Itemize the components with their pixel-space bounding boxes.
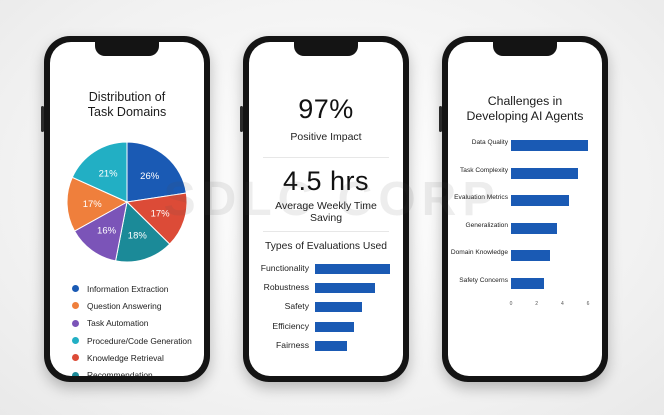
phone-notch [95, 42, 159, 56]
x-tick-label: 6 [586, 301, 590, 307]
bar-label: Functionality [260, 263, 309, 273]
bar-label: Evaluation Metrics [454, 194, 508, 201]
bar [315, 340, 347, 351]
pie-slice-5 [71, 141, 128, 203]
challenges-bar-chart: Data Quality Task Complexity Evaluation Me… [448, 42, 602, 376]
legend-color-dot [72, 319, 79, 327]
pie-slice-1 [125, 192, 188, 245]
phone-notch [294, 42, 358, 56]
bar-label: Efficiency [272, 320, 309, 331]
bar-label: Task Complexity [459, 166, 508, 174]
bar [315, 283, 375, 294]
legend-color-dot [72, 371, 79, 376]
challenges-chart-title: Challenges in Developing AI Agents [448, 94, 602, 124]
bar-label: Robustness [263, 282, 309, 293]
bar [511, 250, 550, 261]
pie-slice-label: 18% [128, 231, 148, 242]
legend-color-dot [72, 302, 79, 310]
weekly-time-saving-label-line2: Saving [309, 212, 343, 224]
legend-item: Knowledge Retrieval [72, 349, 192, 366]
positive-impact-label: Positive Impact [290, 131, 362, 143]
divider [263, 231, 389, 232]
bar [511, 195, 569, 206]
bar [315, 302, 362, 313]
bar-label: Safety Concerns [459, 276, 508, 284]
pie-slice-0 [126, 141, 187, 203]
weekly-time-saving-value: 4.5 hrs [282, 166, 370, 196]
volume-button [240, 106, 243, 132]
pie-slice-3 [73, 201, 128, 262]
pie-chart: 26% 17% 18% 16% 17% 21% [66, 141, 188, 263]
legend-item: Procedure/Code Generation [72, 332, 192, 349]
pie-chart-title-line2: Task Domains [87, 105, 167, 119]
legend-label: Question Answering [87, 300, 162, 311]
bar [315, 321, 354, 332]
phone-screen: Distribution of Task Domains 26% 17% 18% 16… [50, 42, 204, 376]
x-tick-label: 0 [509, 301, 513, 307]
bar [511, 167, 578, 179]
legend-item: Task Automation [72, 315, 192, 332]
phone-task-domains: Distribution of Task Domains 26% 17% 18% 16… [41, 36, 210, 382]
phone-impact-stats: 97% Positive Impact 4.5 hrs Average Week… [240, 36, 409, 382]
pie-chart-legend: Information Extraction Question Answering… [72, 280, 192, 376]
evaluations-chart-title: Types of Evaluations Used [265, 241, 387, 252]
phone-challenges: Challenges in Developing AI Agents Data … [439, 36, 608, 382]
bar [511, 222, 558, 234]
weekly-time-saving-label-line1: Average Weekly Time [275, 200, 377, 212]
legend-item: Question Answering [72, 297, 192, 314]
pie-chart-title-line1: Distribution of [88, 90, 166, 104]
bar-label: Domain Knowledge [450, 249, 508, 256]
x-tick-label: 2 [535, 301, 539, 307]
legend-label: Information Extraction [87, 283, 169, 294]
positive-impact-value: 97% [298, 94, 354, 124]
legend-item: Recommendation [72, 366, 192, 376]
pie-slice-label: 17% [83, 199, 103, 210]
pie-chart-title: Distribution of Task Domains [50, 90, 204, 120]
x-tick-label: 4 [560, 301, 564, 307]
bar [511, 277, 545, 289]
volume-button [439, 106, 442, 132]
pie-slice-label: 21% [99, 168, 119, 179]
pie-slice-label: 26% [140, 171, 160, 182]
legend-item: Information Extraction [72, 280, 192, 297]
pie-slice-2 [115, 200, 171, 263]
evaluations-bar-chart: Functionality Robustness Safety Efficiency F… [249, 42, 403, 376]
challenges-chart-title-line1: Challenges in [487, 94, 563, 108]
phone-screen: 97% Positive Impact 4.5 hrs Average Week… [249, 42, 403, 376]
phone-notch [493, 42, 557, 56]
pie-slice-4 [66, 176, 129, 232]
legend-color-dot [72, 285, 79, 293]
phone-screen: Challenges in Developing AI Agents Data … [448, 42, 602, 376]
legend-label: Task Automation [87, 318, 149, 329]
pie-slice-label: 17% [151, 208, 171, 219]
legend-label: Knowledge Retrieval [87, 352, 164, 363]
bar [511, 140, 588, 151]
bar-label: Generalization [465, 221, 508, 229]
weekly-time-saving-label: Average Weekly Time Saving [249, 200, 403, 224]
bar-label: Data Quality [471, 139, 508, 146]
volume-button [41, 106, 44, 132]
legend-label: Recommendation [87, 370, 153, 376]
bar-label: Fairness [276, 339, 309, 350]
legend-color-dot [72, 337, 79, 345]
legend-color-dot [72, 354, 79, 362]
challenges-chart-title-line2: Developing AI Agents [466, 109, 584, 123]
bar-label: Safety [284, 301, 309, 312]
divider [263, 157, 389, 158]
legend-label: Procedure/Code Generation [87, 335, 192, 346]
bar [315, 264, 390, 274]
pie-slice-label: 16% [97, 226, 117, 237]
